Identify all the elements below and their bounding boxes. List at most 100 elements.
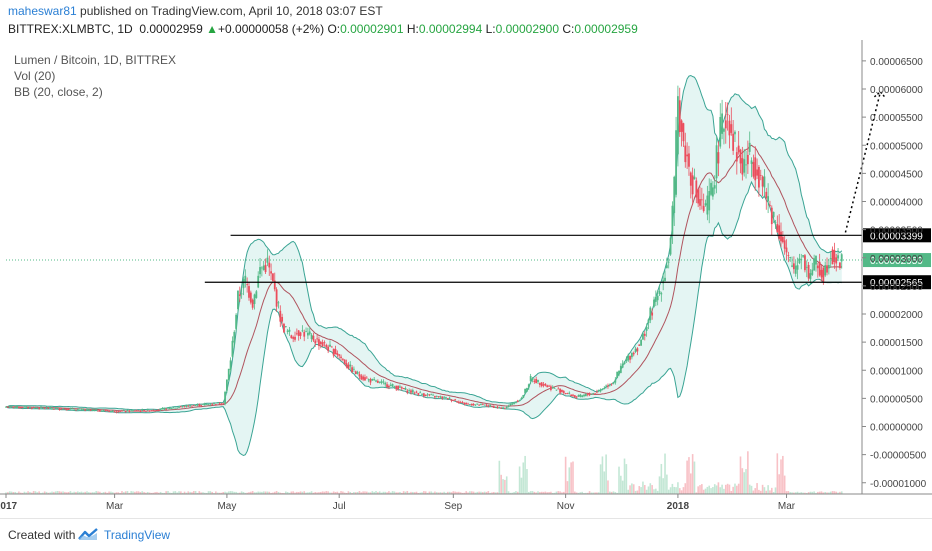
candle-body [783,240,786,249]
volume-bar [533,491,536,494]
volume-bar [721,484,723,494]
projection-arrow-head-icon [873,90,886,99]
volume-bar [800,492,803,494]
chart-area[interactable]: 0.00003399 0.00002565 0.00002959 0.0000650… [0,38,932,518]
volume-bar [176,492,178,494]
candle-body [677,96,679,155]
volume-bar [627,489,630,494]
candle-body [629,355,631,360]
volume-bar [811,491,814,494]
candle-body [102,410,105,411]
candle-body [84,409,87,411]
volume-bar [178,491,180,494]
candle-body [721,113,723,134]
volume-bar [126,491,129,494]
candle-body [535,378,538,384]
candle-body [218,403,221,405]
candle-body [122,410,125,411]
volume-bar [367,492,370,494]
candle-body [86,409,88,410]
candle-body [583,394,585,397]
candle-body [227,368,230,381]
candle-body [336,353,339,355]
price-chart[interactable]: 0.00003399 0.00002565 0.00002959 0.0000650… [0,38,932,518]
volume-bar [557,491,560,494]
author-link[interactable]: maheswar81 [8,4,77,18]
candle-body [216,402,219,404]
level-price-tag [863,275,931,290]
candle-body [796,265,799,270]
candle-body [367,379,370,381]
candle-body [260,267,263,269]
tradingview-brand[interactable]: TradingView [104,528,171,542]
volume-bar [494,492,497,494]
candle-body [625,358,628,362]
candle-body [119,410,122,412]
y-tick-label: 0.00005000 [870,141,923,152]
candle-body [588,393,591,396]
volume-bar [301,491,304,494]
volume-bar [513,492,515,494]
candle-body [154,410,157,412]
volume-bar [80,491,83,494]
candle-body [170,408,173,410]
candle-body [680,120,683,132]
candle-body [745,164,747,166]
volume-bar [625,464,628,494]
candle-body [60,408,63,410]
candle-body [612,382,615,384]
volume-bar [793,492,795,494]
volume-bar [697,486,699,494]
volume-bar [316,492,318,494]
volume-bar [102,492,105,494]
volume-bar [189,491,191,494]
volume-bar [231,491,234,494]
candle-body [520,397,523,400]
candle-body [669,237,672,255]
volume-bar [767,485,769,494]
chart-legend: Lumen / Bitcoin, 1D, BITTREX Vol (20) BB… [14,52,176,100]
candle-body [259,267,261,275]
volume-bar [78,492,81,494]
candle-body [386,384,388,388]
candle-body [492,406,495,408]
candle-body [51,408,53,410]
candle-body [417,392,420,395]
candle-body [708,191,711,211]
candle-body [330,346,333,348]
candle-body [226,379,228,391]
candle-body [16,406,18,408]
volume-bar [395,492,398,494]
candle-body [58,408,61,410]
candle-body [772,211,775,218]
candle-body [741,158,744,175]
candle-body [437,396,440,398]
candle-body [270,271,272,274]
volume-bar [84,491,86,494]
volume-bar [49,492,51,494]
volume-bar [559,491,561,494]
volume-bar [36,492,39,494]
volume-bar [51,491,53,494]
candle-body [688,153,690,167]
volume-bar [758,489,760,494]
candle-body [704,203,707,206]
candle-body [761,176,764,187]
volume-bar [691,454,694,494]
candle-body [557,388,560,390]
candle-body [658,291,661,294]
tradingview-logo-icon[interactable] [77,527,99,541]
y-tick-label: 0.00002000 [870,310,923,321]
volume-bar [47,492,50,494]
volume-bar [445,492,447,494]
candle-body [43,408,46,410]
volume-bar [616,492,618,494]
candle-body [485,404,488,406]
volume-bar [743,472,745,494]
candle-body [654,297,657,302]
candle-body [165,408,168,410]
volume-bar [620,475,622,494]
volume-bar [308,492,311,494]
candle-body [121,410,123,412]
candle-body [647,319,650,324]
